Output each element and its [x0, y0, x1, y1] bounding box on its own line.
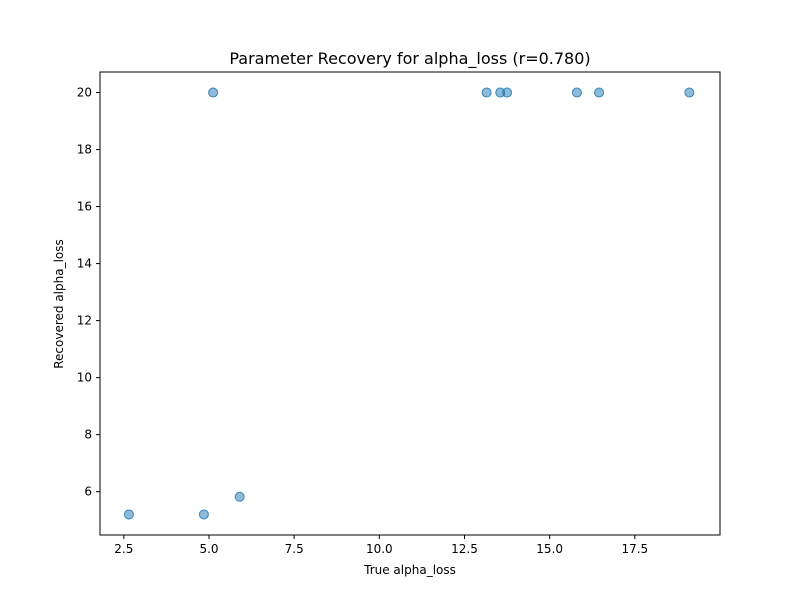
scatter-point: [684, 87, 695, 98]
scatter-point: [571, 87, 582, 98]
scatter-point: [502, 87, 513, 98]
scatter-point: [481, 87, 492, 98]
x-tick-label: 10.0: [366, 542, 393, 556]
y-axis-label: Recovered alpha_loss: [52, 239, 66, 369]
scatter-point: [234, 491, 245, 502]
chart-title: Parameter Recovery for alpha_loss (r=0.7…: [229, 49, 590, 69]
x-tick-label: 7.5: [285, 542, 304, 556]
x-axis-label: True alpha_loss: [363, 563, 456, 577]
scatter-point: [208, 87, 219, 98]
x-tick-label: 5.0: [199, 542, 218, 556]
scatter-point: [198, 509, 209, 520]
scatter-point: [123, 509, 134, 520]
y-tick-label: 14: [77, 257, 92, 271]
y-axis-ticks: 6 8 10 12 14 16 18 20: [77, 86, 100, 499]
scatter-point: [594, 87, 605, 98]
y-tick-label: 12: [77, 314, 92, 328]
y-tick-label: 6: [84, 485, 92, 499]
x-tick-label: 2.5: [114, 542, 133, 556]
x-tick-label: 15.0: [536, 542, 563, 556]
y-tick-label: 10: [77, 371, 92, 385]
y-tick-label: 20: [77, 86, 92, 100]
x-tick-label: 12.5: [451, 542, 478, 556]
plot-frame: [99, 71, 721, 536]
x-axis-ticks: 2.5 5.0 7.5 10.0 12.5 15.0 17.5: [114, 535, 648, 556]
y-tick-label: 18: [77, 143, 92, 157]
plot-points: [123, 87, 695, 520]
y-tick-label: 16: [77, 200, 92, 214]
y-tick-label: 8: [84, 428, 92, 442]
x-tick-label: 17.5: [621, 542, 648, 556]
